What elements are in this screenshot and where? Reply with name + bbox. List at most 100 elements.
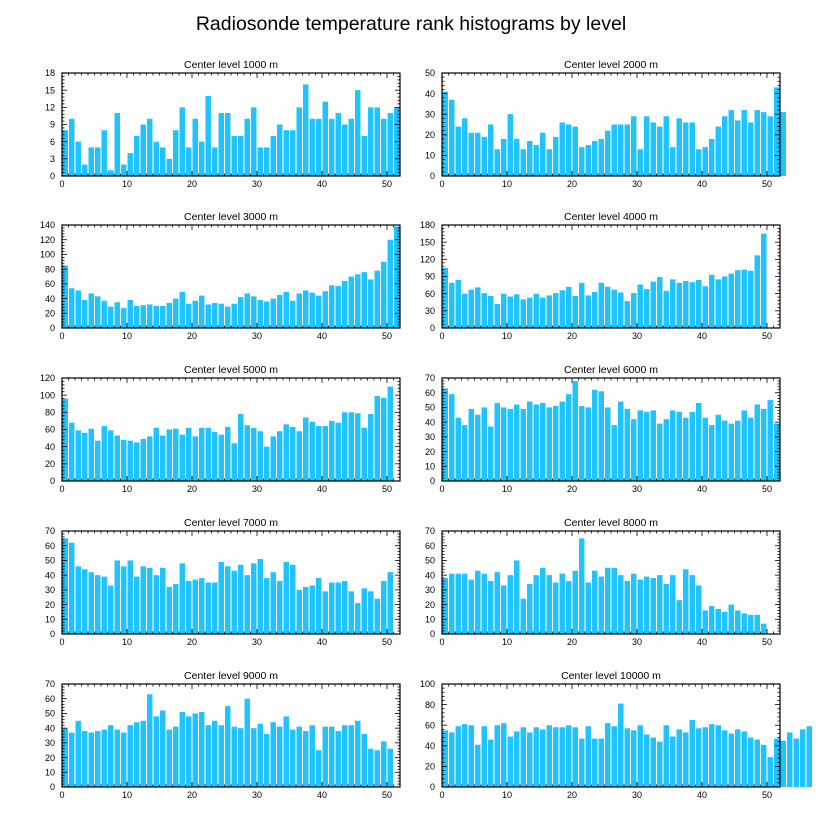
histogram-bar <box>342 124 348 176</box>
histogram-bar <box>774 423 780 481</box>
histogram-bar <box>481 573 487 634</box>
x-tick-label: 20 <box>187 179 197 189</box>
histogram-bar <box>205 725 211 787</box>
histogram-bar <box>147 436 153 481</box>
panel-title: Center level 8000 m <box>564 517 658 529</box>
histogram-bar <box>348 118 354 176</box>
histogram-bar <box>290 300 296 328</box>
histogram-bar <box>637 410 643 481</box>
histogram-bar <box>722 611 728 634</box>
x-tick-label: 10 <box>502 331 512 341</box>
histogram-bar <box>361 588 367 634</box>
x-tick-label: 20 <box>567 637 577 647</box>
histogram-bar <box>559 122 565 176</box>
histogram-bar <box>244 293 250 328</box>
histogram-bar <box>134 576 140 634</box>
histogram-bar <box>218 434 224 481</box>
histogram-bar <box>329 118 335 176</box>
histogram-bar <box>153 575 159 634</box>
histogram-bar <box>251 728 257 787</box>
x-tick-label: 20 <box>187 637 197 647</box>
histogram-bar <box>676 411 682 481</box>
histogram-bar <box>494 725 500 787</box>
histogram-bar <box>166 302 172 328</box>
histogram-bar <box>767 116 773 176</box>
histogram-bar <box>134 442 140 482</box>
panel-7: Center level 7000 m 0 10 20 30 40 50 0 10 20 30 40 5… <box>45 517 401 647</box>
panel-title: Center level 10000 m <box>561 670 661 682</box>
histogram-bar <box>507 408 513 481</box>
histogram-bar <box>108 585 114 634</box>
histogram-bar <box>741 731 747 787</box>
histogram-bar <box>160 435 166 481</box>
histogram-bar <box>387 113 393 176</box>
histogram-bar <box>566 286 572 328</box>
histogram-bar <box>231 303 237 328</box>
histogram-bar <box>264 147 270 176</box>
histogram-bar <box>277 726 283 787</box>
histogram-bar <box>514 560 520 634</box>
histogram-bar <box>88 732 94 787</box>
x-tick-label: 30 <box>252 484 262 494</box>
histogram-bar <box>127 725 133 787</box>
histogram-bar <box>387 748 393 787</box>
y-tick-label: 0 <box>430 476 435 486</box>
y-tick-label: 60 <box>45 279 55 289</box>
histogram-bar <box>572 295 578 328</box>
histogram-bar <box>455 573 461 634</box>
x-tick-label: 40 <box>317 331 327 341</box>
histogram-bar <box>481 293 487 328</box>
histogram-bar <box>455 417 461 481</box>
histogram-bar <box>316 118 322 176</box>
histogram-bar <box>553 727 559 787</box>
y-tick-label: 3 <box>50 154 55 164</box>
histogram-bar <box>309 585 315 634</box>
x-tick-label: 50 <box>382 331 392 341</box>
histogram-bar <box>631 419 637 481</box>
histogram-bar <box>631 116 637 176</box>
histogram-bar <box>179 107 185 176</box>
histogram-bar <box>488 124 494 176</box>
histogram-bar <box>689 720 695 787</box>
histogram-bar <box>108 430 114 481</box>
histogram-bar <box>585 582 591 634</box>
histogram-bar <box>618 401 624 481</box>
histogram-bar <box>715 608 721 634</box>
histogram-bar <box>780 740 786 787</box>
histogram-bar <box>455 279 461 328</box>
histogram-bar <box>540 567 546 634</box>
histogram-bar <box>650 578 656 634</box>
histogram-bar <box>173 583 179 634</box>
histogram-bar <box>394 226 400 328</box>
histogram-bar <box>192 713 198 787</box>
histogram-bar <box>101 130 107 176</box>
histogram-bar <box>251 107 257 176</box>
histogram-bar <box>361 427 367 481</box>
panel-title: Center level 5000 m <box>184 364 278 376</box>
histogram-bar <box>774 87 780 176</box>
histogram-bar <box>69 118 75 176</box>
histogram-bar <box>611 124 617 176</box>
y-tick-label: 20 <box>45 459 55 469</box>
histogram-bar <box>101 300 107 328</box>
histogram-bar <box>553 136 559 176</box>
histogram-bar <box>303 290 309 328</box>
histogram-bar <box>186 147 192 176</box>
y-tick-label: 0 <box>430 323 435 333</box>
histogram-bar <box>618 292 624 328</box>
histogram-bar <box>624 408 630 481</box>
y-tick-label: 0 <box>50 476 55 486</box>
y-tick-label: 20 <box>425 600 435 610</box>
histogram-bar <box>527 583 533 634</box>
y-tick-label: 30 <box>425 109 435 119</box>
histogram-bar <box>442 578 448 634</box>
y-tick-label: 100 <box>40 390 55 400</box>
histogram-bar <box>374 396 380 481</box>
x-tick-label: 50 <box>762 331 772 341</box>
histogram-bar <box>540 132 546 176</box>
histogram-bar <box>546 149 552 176</box>
histogram-bar <box>270 572 276 634</box>
histogram-bar <box>494 403 500 481</box>
histogram-bar <box>592 140 598 176</box>
histogram-bar <box>650 410 656 481</box>
